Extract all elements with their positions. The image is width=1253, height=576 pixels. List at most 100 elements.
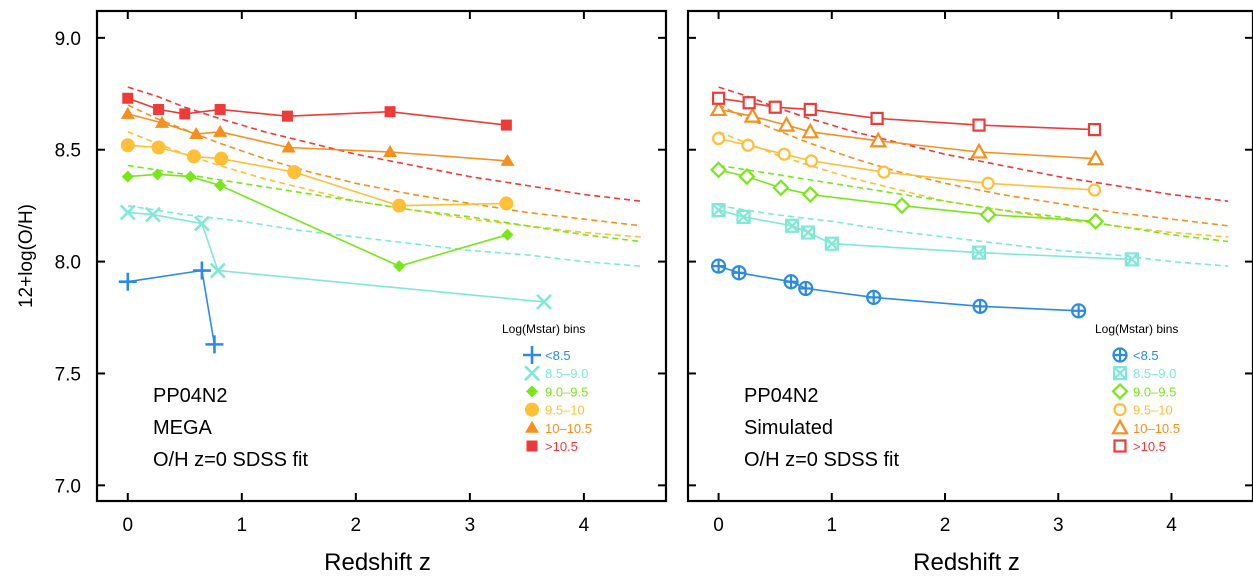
marker-shape: [213, 124, 228, 137]
marker-shape: [768, 100, 782, 114]
marker-shape: [281, 110, 293, 122]
marker-shape: [184, 170, 197, 183]
marker-shape: [179, 108, 191, 120]
data-point: [393, 260, 406, 273]
marker-shape: [738, 168, 756, 186]
legend-label: 10–10.5: [1133, 421, 1180, 436]
marker-stroke: [711, 203, 726, 217]
marker-shape: [979, 206, 997, 224]
data-point: [803, 102, 817, 117]
y-tick-label: 8.5: [55, 141, 81, 162]
marker-shape: [777, 147, 791, 161]
data-point: [710, 258, 727, 274]
plot-frame: [95, 9, 668, 503]
annotation-line: MEGA: [153, 417, 213, 439]
legend-item: 8.5–9.0: [1112, 366, 1176, 381]
marker-shape: [384, 106, 396, 118]
marker-shape: [800, 225, 816, 240]
x-tick-label: 0: [713, 515, 724, 536]
marker-stroke: [801, 225, 815, 240]
marker-stroke: [524, 365, 540, 382]
marker-shape: [893, 197, 911, 215]
legend-item: >10.5: [526, 439, 578, 454]
marker-stroke: [972, 245, 986, 260]
marker-shape: [785, 218, 800, 233]
marker-stroke: [144, 206, 161, 223]
legend-marker: [1111, 418, 1129, 435]
x-tick-label: 3: [465, 515, 476, 536]
annotation-line: PP04N2: [744, 385, 819, 407]
data-point: [1124, 252, 1139, 267]
data-point: [384, 106, 396, 118]
data-point: [981, 176, 995, 190]
reference-fit-line: [718, 204, 1229, 267]
data-point: [1071, 303, 1087, 319]
reference-fits: [718, 86, 1229, 267]
legend-label: <8.5: [1133, 348, 1159, 363]
data-point: [118, 272, 137, 291]
marker-stroke: [536, 293, 552, 310]
data-point: [824, 236, 839, 251]
reference-fit-line: [127, 204, 641, 267]
marker-stroke: [1113, 366, 1127, 380]
marker-shape: [972, 118, 986, 132]
legend-item: 9.5–10: [525, 402, 585, 418]
marker-shape: [122, 92, 134, 104]
annotation-line: O/H z=0 SDSS fit: [744, 449, 899, 471]
data-point: [800, 225, 816, 240]
x-tick-label: 3: [1053, 515, 1064, 536]
legend-title: Log(Mstar) bins: [502, 322, 585, 336]
marker-shape: [1113, 403, 1127, 417]
marker-shape: [214, 179, 227, 192]
marker-stroke: [119, 204, 136, 221]
marker-shape: [186, 149, 201, 164]
marker-shape: [121, 170, 134, 183]
reference-fit-line: [127, 104, 641, 227]
reference-fit-line: [718, 86, 1229, 202]
series-markers: [121, 168, 514, 273]
x-tick-label: 4: [579, 515, 590, 536]
legend-marker: [1113, 439, 1127, 453]
marker-shape: [154, 115, 169, 128]
data-point: [785, 218, 800, 233]
data-point: [777, 147, 791, 161]
data-point: [287, 165, 302, 180]
legend-marker: [525, 420, 539, 433]
x-tick-label: 2: [351, 515, 362, 536]
data-point: [281, 110, 293, 122]
data-point: [741, 138, 755, 152]
data-point: [214, 151, 229, 166]
reference-fit-line: [127, 86, 641, 202]
legend: Log(Mstar) bins <8.5 8.5–9.0 9.0–9.5 9.5–10 1…: [1095, 322, 1180, 454]
marker-shape: [500, 119, 512, 131]
data-point: [804, 154, 819, 168]
marker-shape: [393, 260, 406, 273]
data-point: [500, 153, 515, 166]
legend-item: <8.5: [1112, 347, 1159, 363]
marker-shape: [971, 245, 987, 260]
data-point: [214, 103, 226, 115]
marker-shape: [1087, 212, 1105, 230]
marker-shape: [709, 100, 728, 117]
legend-marker: [523, 346, 541, 364]
series-line: [127, 269, 216, 345]
data-point: [972, 298, 988, 314]
marker-stroke: [785, 219, 799, 233]
marker-shape: [120, 106, 135, 119]
data-point: [893, 197, 911, 215]
legend-label: 9.5–10: [1133, 403, 1173, 418]
data-point: [801, 185, 819, 204]
marker-shape: [801, 185, 819, 204]
marker-shape: [287, 165, 302, 180]
legend-item: 10–10.5: [525, 420, 592, 436]
marker-shape: [877, 165, 891, 179]
series-markers: [119, 204, 552, 310]
marker-shape: [870, 111, 884, 125]
data-point: [120, 106, 135, 119]
legend-label: 9.0–9.5: [545, 384, 588, 399]
plot-panel-right: 0 1 2 3 4 Redshift z PP04N2 Simulated O/H z=0 SD…: [686, 9, 1253, 576]
marker-shape: [526, 440, 538, 452]
marker-shape: [736, 209, 751, 224]
series-markers: [711, 203, 1139, 267]
legend-label: <8.5: [545, 348, 571, 363]
